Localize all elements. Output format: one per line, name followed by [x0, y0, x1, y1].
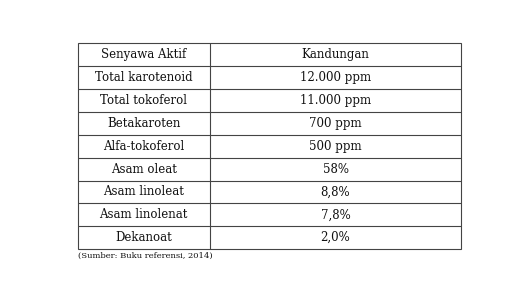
Text: Asam linolenat: Asam linolenat [100, 208, 188, 221]
Text: 2,0%: 2,0% [321, 231, 351, 244]
Text: 500 ppm: 500 ppm [309, 140, 362, 153]
Text: Alfa-tokoferol: Alfa-tokoferol [103, 140, 184, 153]
Text: Kandungan: Kandungan [302, 48, 369, 61]
Text: Asam oleat: Asam oleat [111, 163, 177, 176]
Text: 700 ppm: 700 ppm [309, 117, 362, 130]
Text: Dekanoat: Dekanoat [115, 231, 172, 244]
Text: Betakaroten: Betakaroten [107, 117, 180, 130]
Text: Total karotenoid: Total karotenoid [95, 71, 192, 84]
Text: 12.000 ppm: 12.000 ppm [300, 71, 371, 84]
Text: 58%: 58% [323, 163, 348, 176]
Text: 8,8%: 8,8% [321, 186, 351, 198]
Text: 7,8%: 7,8% [321, 208, 351, 221]
Text: Asam linoleat: Asam linoleat [103, 186, 184, 198]
Text: Senyawa Aktif: Senyawa Aktif [101, 48, 187, 61]
Text: 11.000 ppm: 11.000 ppm [300, 94, 371, 107]
Text: Total tokoferol: Total tokoferol [100, 94, 187, 107]
Text: (Sumber: Buku referensi, 2014): (Sumber: Buku referensi, 2014) [78, 251, 212, 260]
FancyBboxPatch shape [78, 43, 462, 249]
